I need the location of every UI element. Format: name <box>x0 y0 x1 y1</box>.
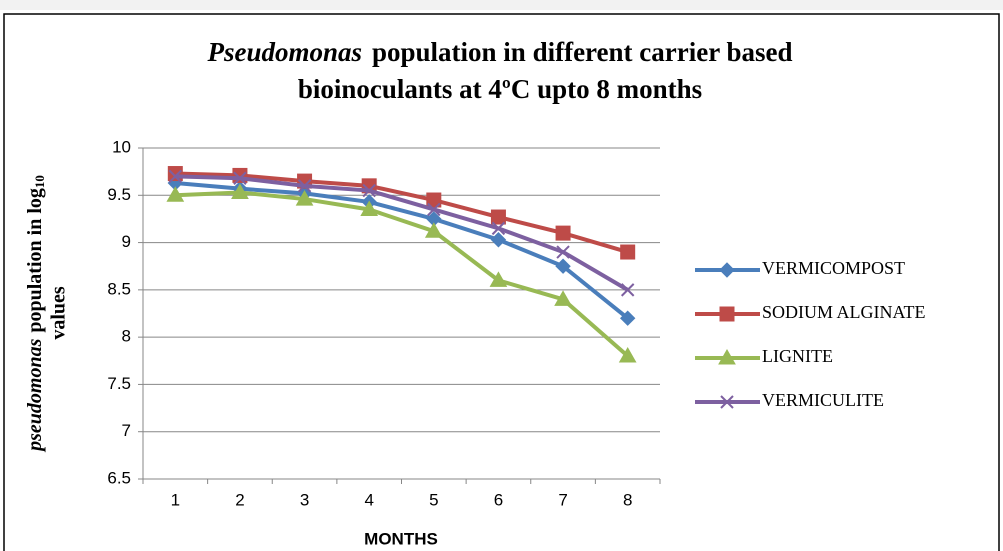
data-point <box>427 202 441 217</box>
series-line <box>175 171 629 254</box>
x-tick-label: 4 <box>364 490 373 509</box>
legend-marker <box>719 262 735 278</box>
data-point <box>620 244 636 260</box>
data-point <box>554 290 572 306</box>
y-tick-label: 6.5 <box>107 468 131 487</box>
x-tick-label: 3 <box>300 490 309 509</box>
y-tick-label: 7.5 <box>107 374 131 393</box>
y-axis-label-line2: values <box>48 286 70 340</box>
title-line1: population in different carrier based <box>372 37 793 67</box>
series-line <box>175 180 629 320</box>
data-point <box>233 171 247 185</box>
legend-label: VERMICULITE <box>762 390 884 410</box>
x-tick-label: 2 <box>235 490 244 509</box>
y-axis-label: pseudomonas population in log10 <box>24 175 47 453</box>
data-point <box>490 232 507 248</box>
data-point <box>620 283 635 297</box>
data-point <box>490 209 506 225</box>
data-point <box>231 183 249 199</box>
title-italic: Pseudomonas <box>206 37 362 67</box>
legend-marker <box>719 306 735 322</box>
data-point <box>295 190 314 206</box>
x-axis-label: MONTHS <box>364 529 438 548</box>
legend-marker <box>718 348 736 365</box>
data-point <box>424 222 443 238</box>
y-tick-label: 7 <box>122 421 131 440</box>
y-tick-label: 8 <box>122 327 131 346</box>
data-point <box>618 347 637 363</box>
series-line <box>175 190 630 358</box>
data-point <box>489 271 508 287</box>
data-point <box>166 186 185 202</box>
data-point <box>556 245 570 259</box>
data-point <box>619 310 636 326</box>
legend-label: VERMICOMPOST <box>762 258 905 278</box>
x-tick-label: 1 <box>171 490 180 509</box>
y-tick-label: 9.5 <box>107 185 131 204</box>
x-tick-label: 5 <box>429 490 438 509</box>
data-point <box>555 258 571 274</box>
y-tick-label: 9 <box>122 232 131 251</box>
data-point <box>297 179 312 193</box>
data-point <box>360 200 379 216</box>
series-line <box>175 174 629 292</box>
data-point <box>491 221 506 236</box>
y-label-main: population in log <box>24 188 46 333</box>
y-label-italic: pseudomonas <box>24 338 46 452</box>
legend-label: SODIUM ALGINATE <box>762 302 926 322</box>
chart-title: Pseudomonas population in different carri… <box>206 37 792 67</box>
x-tick-label: 6 <box>494 490 503 509</box>
y-tick-label: 8.5 <box>107 279 131 298</box>
legend-marker <box>720 395 734 409</box>
data-point <box>168 169 183 184</box>
legend-label: LIGNITE <box>762 346 833 366</box>
chart-title-line2: bioinoculants at 4ºC upto 8 months <box>298 74 702 104</box>
data-point <box>555 225 571 241</box>
x-tick-label: 7 <box>558 490 567 509</box>
page-header-strip <box>0 0 1003 10</box>
y-tick-label: 10 <box>112 137 131 156</box>
data-point <box>362 183 376 198</box>
y-label-sub: 10 <box>32 175 47 188</box>
x-tick-label: 8 <box>623 490 632 509</box>
chart-frame <box>3 13 1000 551</box>
data-point <box>426 192 442 208</box>
